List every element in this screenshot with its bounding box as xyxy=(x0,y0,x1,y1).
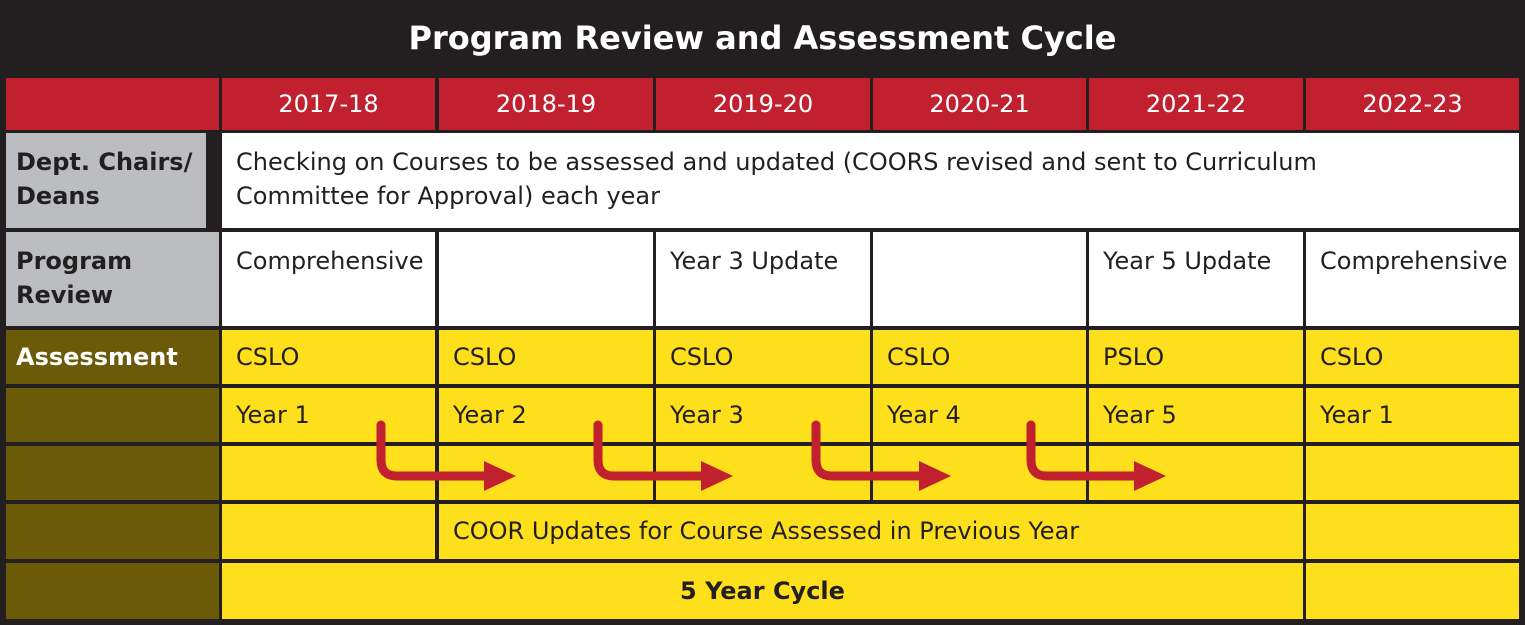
year-header-2018-19: 2018-19 xyxy=(439,78,653,130)
program-review-cell xyxy=(873,232,1086,326)
diagram-title: Program Review and Assessment Cycle xyxy=(408,19,1117,57)
row-label-program-review: Program Review xyxy=(6,232,219,326)
assessment-spacer xyxy=(6,563,219,619)
cycle-empty-cell xyxy=(1306,563,1519,619)
assessment-spacer xyxy=(6,388,219,442)
assessment-type-cell: CSLO xyxy=(439,330,653,384)
assessment-type-cell: CSLO xyxy=(873,330,1086,384)
arrow-row-cell xyxy=(439,446,653,500)
program-review-cell xyxy=(439,232,653,326)
year-header-2021-22: 2021-22 xyxy=(1089,78,1303,130)
header-corner xyxy=(6,78,219,130)
coor-empty-cell xyxy=(222,504,435,559)
arrow-row-cell xyxy=(656,446,870,500)
assessment-type-cell: CSLO xyxy=(222,330,435,384)
year-header-2019-20: 2019-20 xyxy=(656,78,870,130)
program-review-cell: Year 3 Update xyxy=(656,232,870,326)
coor-updates-cell: COOR Updates for Course Assessed in Prev… xyxy=(439,504,1303,559)
assessment-type-cell: CSLO xyxy=(656,330,870,384)
dept-chairs-description: Checking on Courses to be assessed and u… xyxy=(222,133,1519,228)
assessment-spacer xyxy=(6,504,219,559)
assessment-type-cell: CSLO xyxy=(1306,330,1519,384)
arrow-row-cell xyxy=(873,446,1086,500)
five-year-cycle-cell: 5 Year Cycle xyxy=(222,563,1303,619)
assessment-spacer xyxy=(6,446,219,500)
program-review-cell: Year 5 Update xyxy=(1089,232,1303,326)
arrow-row-cell xyxy=(222,446,435,500)
year-header-2020-21: 2020-21 xyxy=(873,78,1086,130)
assessment-year-cell: Year 3 xyxy=(656,388,870,442)
assessment-year-cell: Year 2 xyxy=(439,388,653,442)
assessment-type-cell: PSLO xyxy=(1089,330,1303,384)
assessment-year-cell: Year 5 xyxy=(1089,388,1303,442)
assessment-year-cell: Year 1 xyxy=(1306,388,1519,442)
program-review-cell: Comprehensive xyxy=(222,232,435,326)
assessment-year-cell: Year 4 xyxy=(873,388,1086,442)
row-label-dept-chairs: Dept. Chairs/ Deans xyxy=(6,133,206,228)
coor-empty-cell xyxy=(1306,504,1519,559)
year-header-2017-18: 2017-18 xyxy=(222,78,435,130)
arrow-row-cell xyxy=(1089,446,1303,500)
assessment-year-cell: Year 1 xyxy=(222,388,435,442)
program-review-cell: Comprehensive xyxy=(1306,232,1519,326)
row-label-assessment: Assessment xyxy=(6,330,219,384)
arrow-row-cell xyxy=(1306,446,1519,500)
year-header-2022-23: 2022-23 xyxy=(1306,78,1519,130)
